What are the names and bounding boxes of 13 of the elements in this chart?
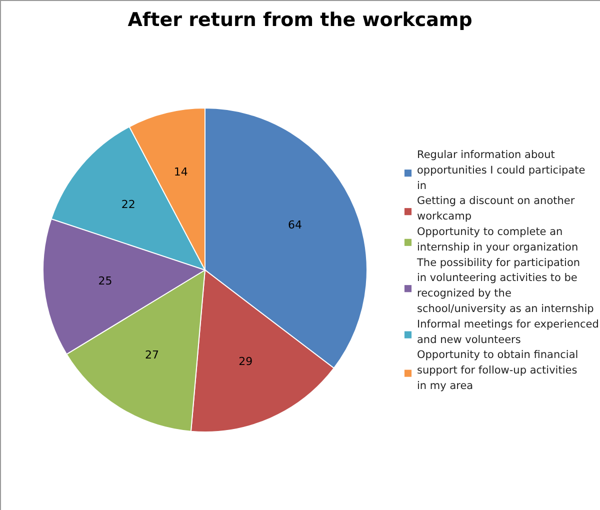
legend-label: Opportunity to obtain financial support for follow-up activities in my area bbox=[417, 349, 578, 392]
legend-label: Regular information about opportunities I could participate in bbox=[417, 149, 586, 192]
data-label: 22 bbox=[121, 198, 136, 212]
data-label: 29 bbox=[238, 354, 253, 368]
data-label: 14 bbox=[174, 166, 188, 179]
legend-label: The possibility for participation in volunteering activities to be recognized by the school/university as an internship bbox=[416, 256, 594, 315]
data-label: 27 bbox=[145, 348, 160, 362]
legend-label: Informal meetings for experienced and new volunteers bbox=[417, 318, 599, 346]
legend-label: Opportunity to complete an internship in your organization bbox=[417, 226, 578, 254]
legend-label: Getting a discount on another workcamp bbox=[417, 195, 576, 223]
data-label: 25 bbox=[98, 274, 112, 288]
data-label: 64 bbox=[288, 218, 302, 232]
chart-title: After return from the workcamp bbox=[128, 9, 472, 31]
